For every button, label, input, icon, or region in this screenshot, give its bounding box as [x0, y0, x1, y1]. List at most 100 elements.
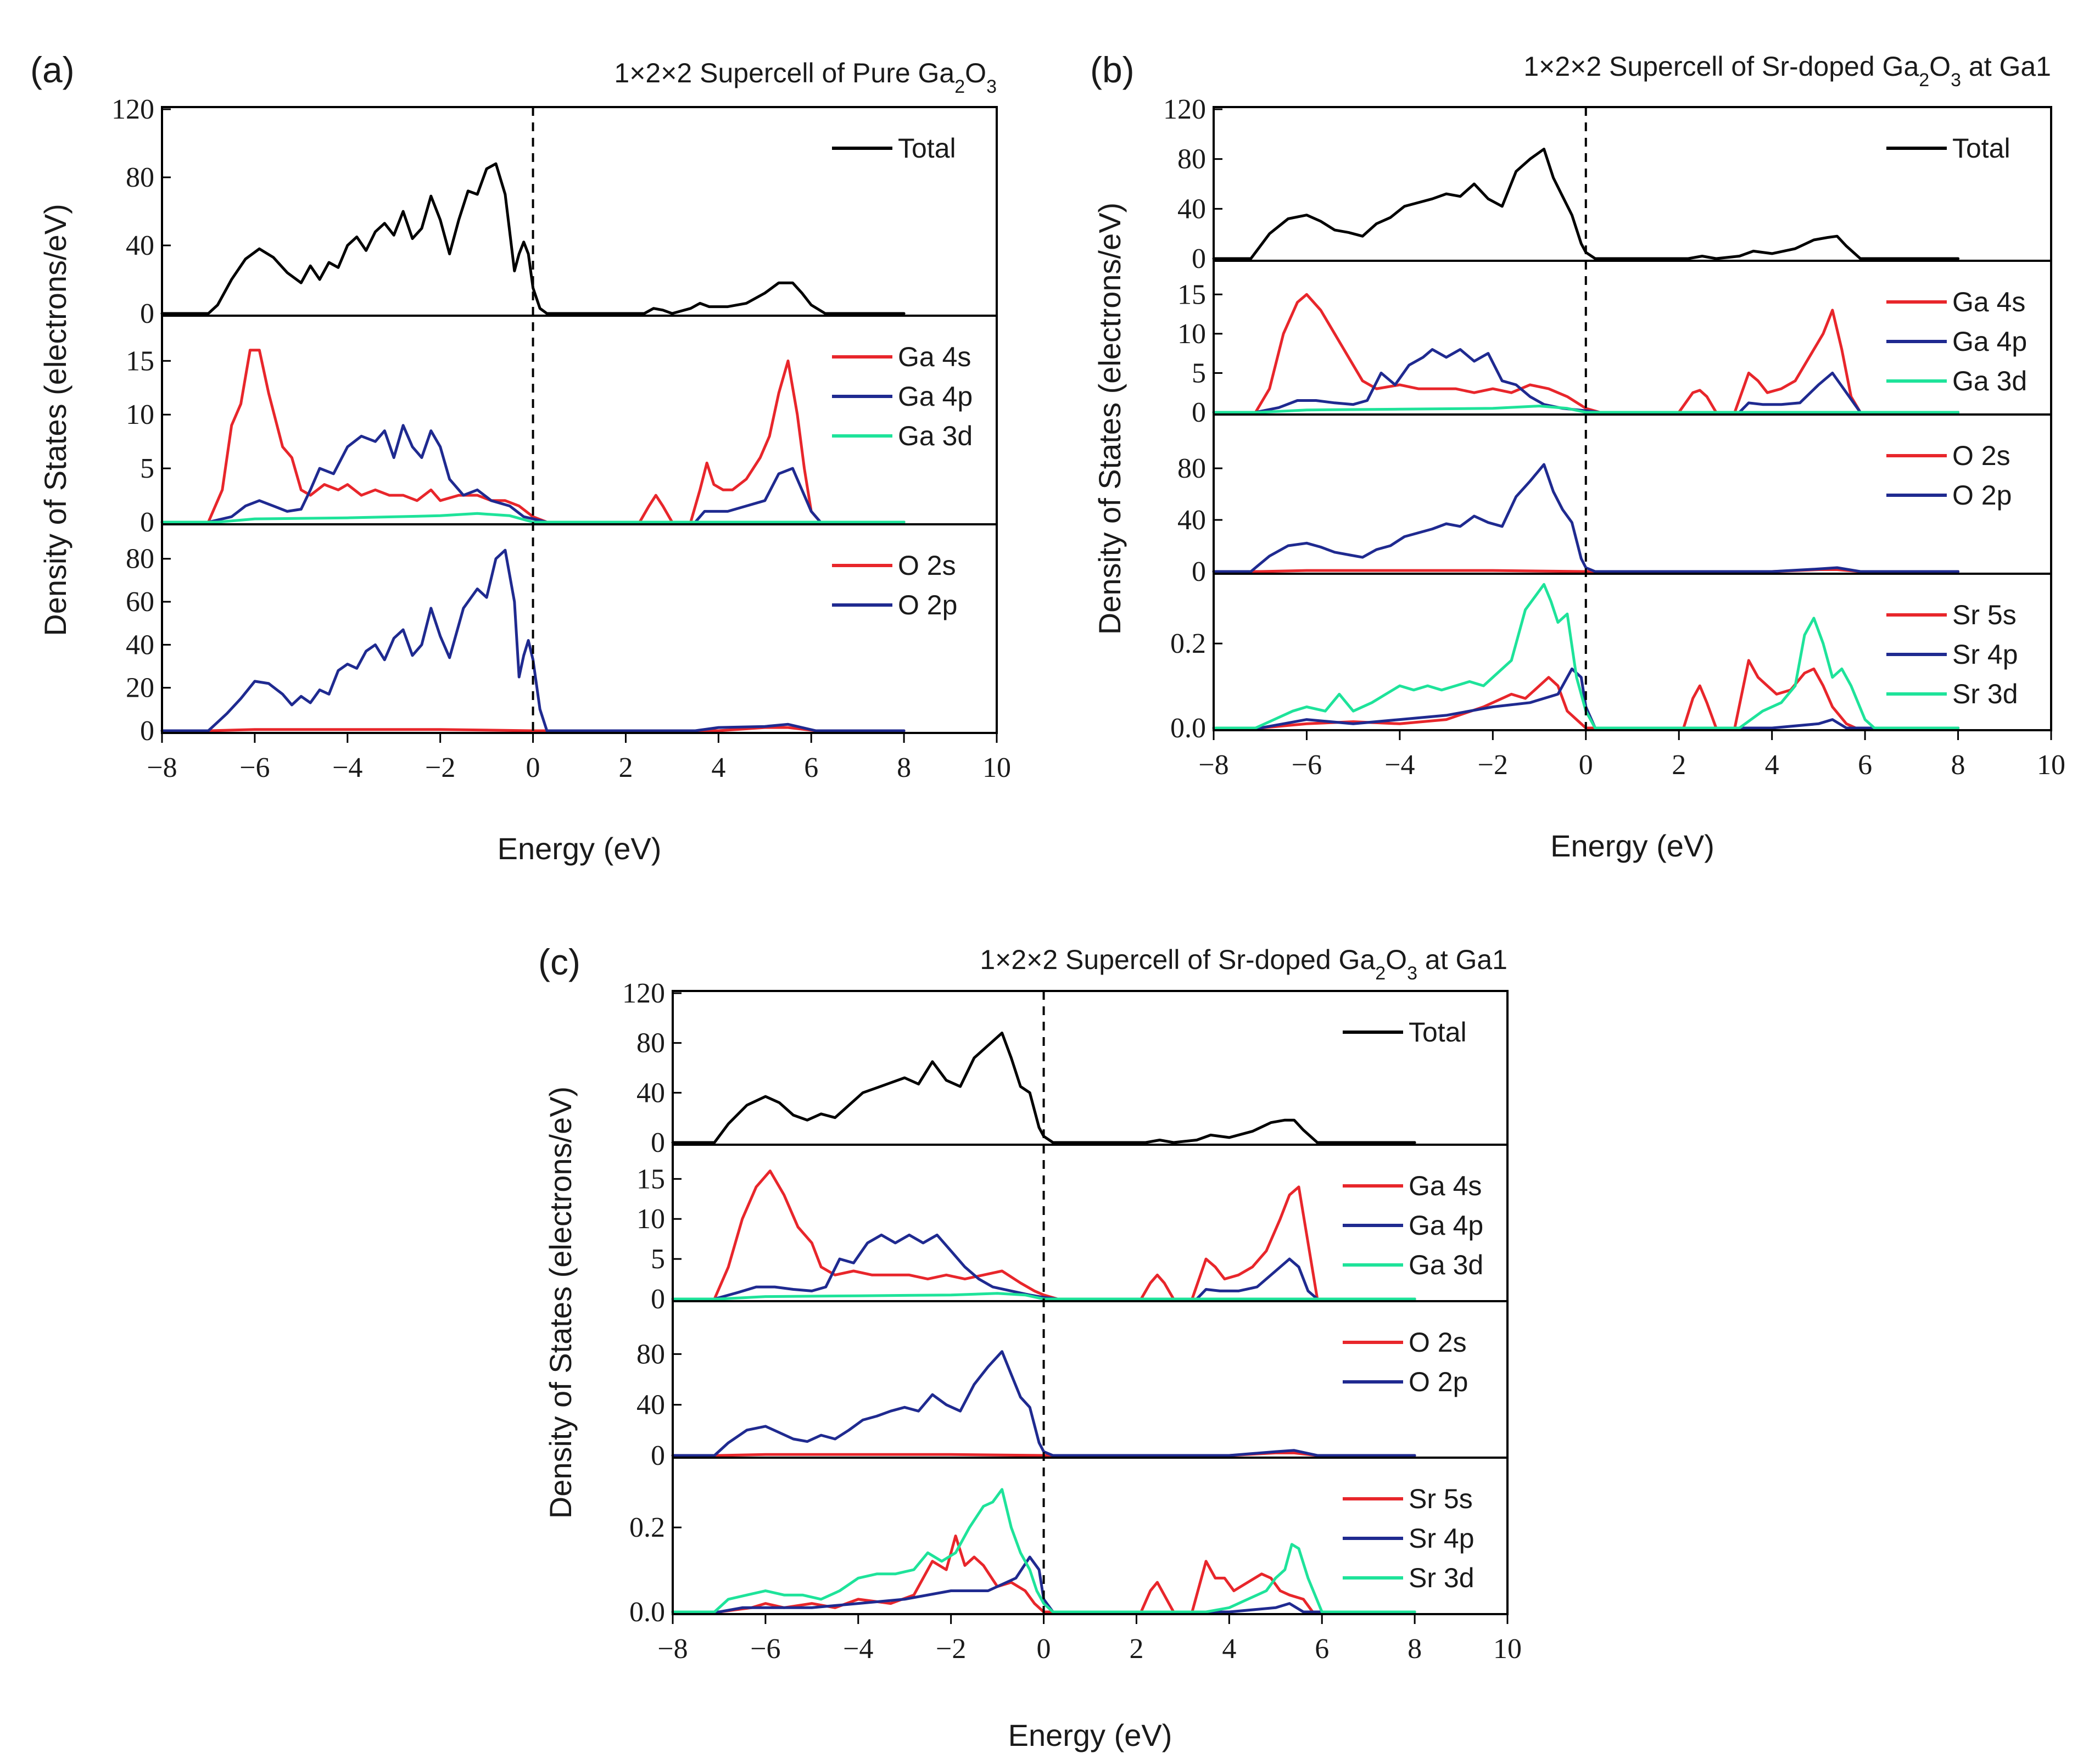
legend-label: Sr 4p	[1952, 639, 2018, 670]
subplot-1: 0 40 80 120 Total	[111, 94, 956, 329]
y-tick-label: 0	[651, 1440, 665, 1471]
y-tick-label: 15	[636, 1163, 665, 1195]
y-tick-label: 120	[111, 94, 154, 125]
panel-label: (a)	[30, 49, 75, 90]
x-tick-label: 4	[711, 752, 725, 783]
x-tick-label: 10	[2037, 749, 2065, 781]
panel-label: (b)	[1090, 49, 1135, 90]
legend-label: O 2p	[1952, 480, 2012, 511]
legend-label: Ga 3d	[1409, 1250, 1483, 1280]
x-tick-label: −6	[750, 1633, 780, 1665]
subplot-2: 0 5 10 15 Ga 4s Ga 4p Ga 3d	[126, 315, 997, 538]
subplot-2: 0 5 10 15 Ga 4s Ga 4p Ga 3d	[636, 1144, 1507, 1315]
legend-label: Ga 4s	[898, 341, 971, 372]
y-tick-label: 0	[1192, 556, 1206, 587]
title-text: 1×2×2 Supercell of Sr-doped Ga	[1523, 51, 1919, 82]
subplot-4: 0.0 0.2 Sr 5s Sr 4p Sr 3d	[1170, 573, 2051, 744]
x-tick-label: 0	[1579, 749, 1593, 781]
series-line-o-2p	[671, 1350, 1416, 1457]
y-tick-label: 80	[1177, 453, 1206, 484]
series-line-ga-3d	[671, 1292, 1416, 1301]
series-line-ga-3d	[160, 512, 906, 524]
y-tick-label: 5	[651, 1244, 665, 1275]
title-text: O	[1386, 944, 1407, 975]
x-tick-label: 10	[982, 752, 1011, 783]
y-tick-label: 40	[1177, 193, 1206, 225]
y-tick-label: 0.0	[1170, 713, 1206, 744]
y-axis-label: Density of States (electrons/eV)	[543, 1087, 578, 1519]
y-tick-label: 40	[636, 1390, 665, 1421]
x-tick-label: −8	[657, 1633, 688, 1665]
x-tick-label: −4	[1384, 749, 1415, 781]
legend-label: Total	[1952, 133, 2010, 164]
series-line-total	[671, 1032, 1416, 1144]
x-tick-label: 10	[1493, 1633, 1522, 1665]
x-tick-label: −2	[936, 1633, 966, 1665]
series-line-ga-4s	[671, 1169, 1416, 1301]
series-line-sr-3d	[1212, 583, 1960, 730]
legend-label: Ga 4p	[1952, 326, 2027, 357]
series-line-ga-4p	[671, 1233, 1416, 1301]
y-tick-label: 120	[622, 978, 665, 1009]
subplot-3: 0 40 80 O 2s O 2p	[1177, 413, 2051, 587]
panel-label: (c)	[538, 942, 580, 982]
x-tick-label: 0	[526, 752, 540, 783]
subplot-3: 0 40 80 O 2s O 2p	[636, 1300, 1507, 1471]
series-line-sr-4p	[671, 1555, 1416, 1614]
x-tick-label: 8	[897, 752, 911, 783]
series-line-sr-3d	[671, 1488, 1416, 1614]
y-tick-label: 0.2	[629, 1512, 665, 1543]
title-text: at Ga1	[1417, 944, 1507, 975]
y-tick-label: 40	[126, 629, 154, 660]
x-tick-label: 2	[1129, 1633, 1143, 1665]
x-tick-label: −4	[332, 752, 362, 783]
x-axis-label: Energy (eV)	[1008, 1718, 1172, 1752]
y-tick-label: 0.2	[1170, 628, 1206, 659]
legend-label: Total	[898, 133, 956, 164]
subplot-1: 0 40 80 120 Total	[1163, 94, 2010, 275]
x-tick-label: −6	[1292, 749, 1322, 781]
legend-label: Sr 3d	[1952, 679, 2018, 709]
panel-title: 1×2×2 Supercell of Pure Ga2O3	[614, 58, 997, 97]
panel-title: 1×2×2 Supercell of Sr-doped Ga2O3 at Ga1	[1523, 51, 2051, 91]
panel-a: (a) 1×2×2 Supercell of Pure Ga2O304080120…	[30, 49, 1011, 866]
series-line-ga-4p	[1212, 348, 1960, 414]
legend-label: Ga 4p	[898, 381, 973, 412]
title-subscript: 3	[986, 76, 997, 97]
x-tick-label: 6	[1858, 749, 1872, 781]
y-tick-label: 5	[140, 453, 154, 484]
x-tick-label: 8	[1408, 1633, 1422, 1665]
y-tick-label: 40	[126, 230, 154, 261]
y-tick-label: 0	[651, 1284, 665, 1315]
y-tick-label: 0	[140, 507, 154, 538]
legend-label: O 2p	[898, 590, 957, 620]
plot-frame	[1213, 106, 2052, 731]
y-tick-label: 10	[126, 399, 154, 430]
y-tick-label: 80	[636, 1028, 665, 1059]
x-tick-label: −2	[1478, 749, 1508, 781]
legend-label: O 2s	[1952, 440, 2010, 471]
y-tick-label: 0	[140, 298, 154, 329]
y-tick-label: 80	[636, 1339, 665, 1370]
title-subscript: 2	[1375, 963, 1386, 984]
title-subscript: 2	[954, 76, 965, 97]
y-tick-label: 120	[1163, 94, 1206, 125]
panel-title: 1×2×2 Supercell of Sr-doped Ga2O3 at Ga1	[980, 944, 1507, 984]
x-tick-label: −4	[843, 1633, 873, 1665]
legend-label: Sr 5s	[1409, 1483, 1473, 1514]
y-tick-label: 15	[126, 345, 154, 377]
y-tick-label: 0.0	[629, 1597, 665, 1628]
y-tick-label: 60	[126, 586, 154, 618]
plot-frame	[672, 990, 1509, 1615]
y-axis-label: Density of States (electrons/eV)	[1092, 203, 1127, 635]
series-line-o-2p	[160, 548, 906, 732]
subplot-1: 0 40 80 120 Total	[622, 978, 1467, 1158]
legend-label: Ga 4p	[1409, 1210, 1483, 1241]
series-line-total	[1212, 148, 1960, 260]
x-tick-label: 2	[618, 752, 633, 783]
series-line-total	[160, 162, 906, 315]
x-tick-label: 6	[804, 752, 818, 783]
y-tick-label: 0	[651, 1127, 665, 1158]
x-tick-label: 4	[1222, 1633, 1236, 1665]
